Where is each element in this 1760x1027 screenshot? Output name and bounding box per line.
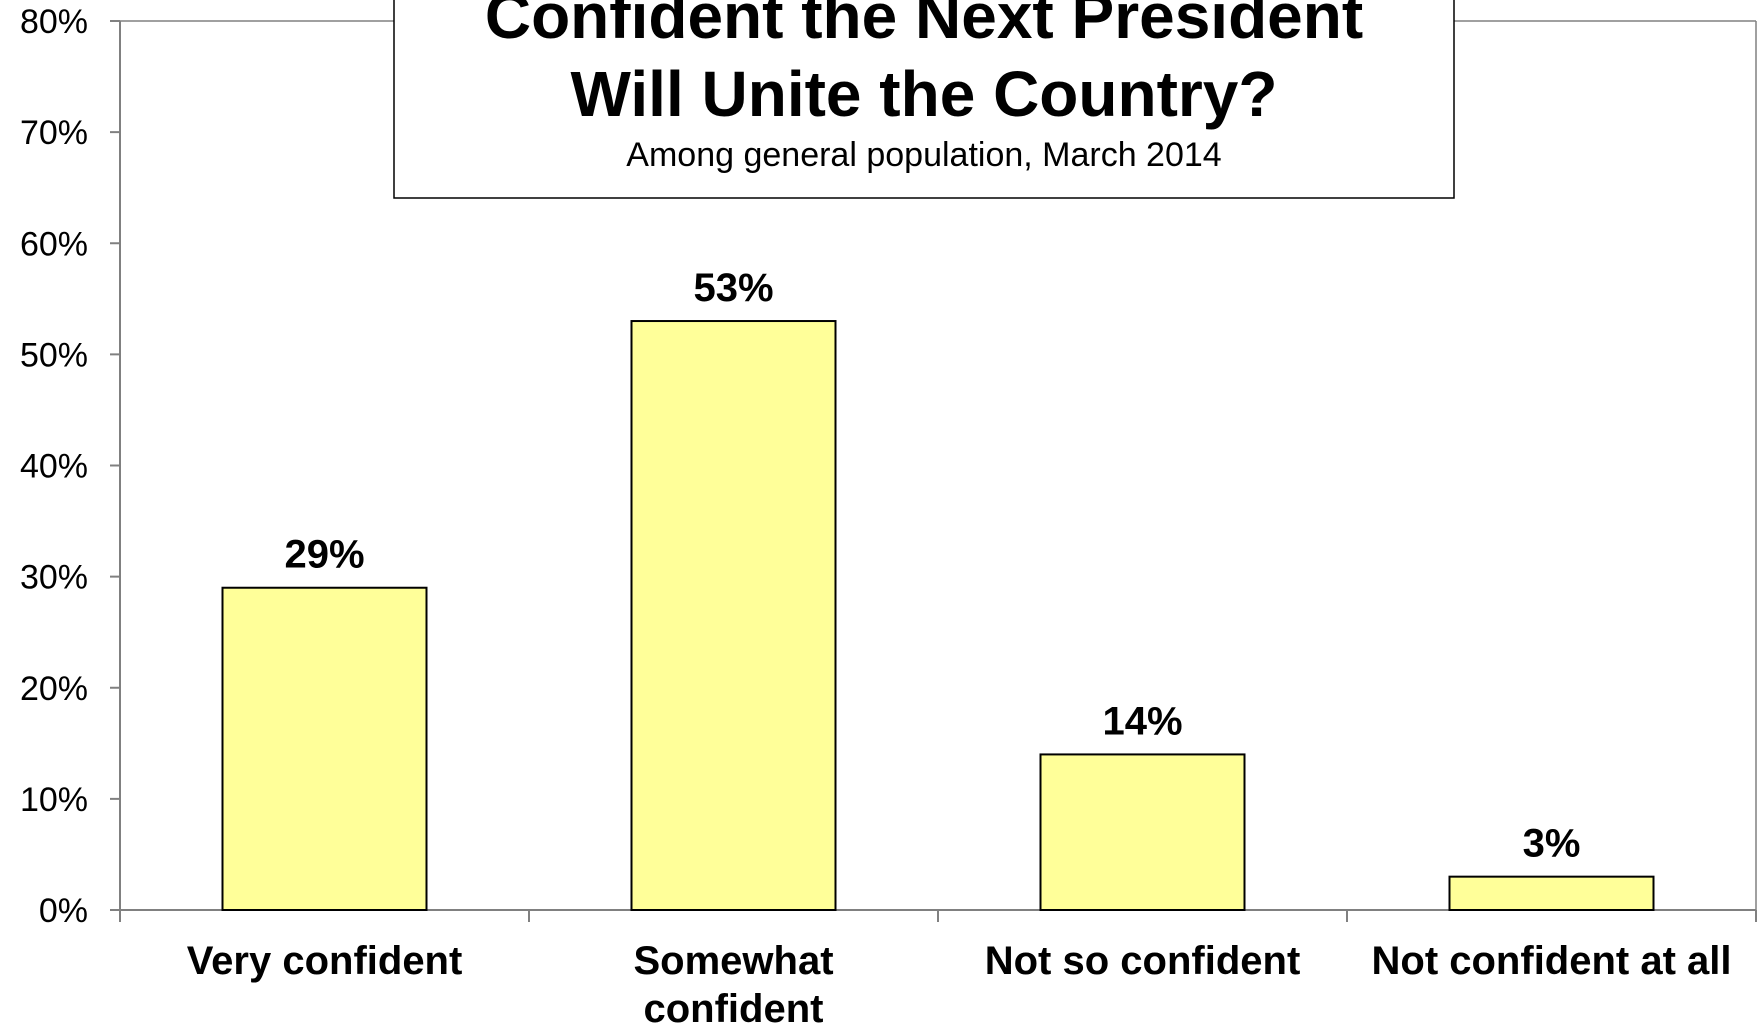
data-labels: 29% 53% 14% 3% [284,266,1580,866]
bar [630,320,837,912]
x-category-label: Not so confident [985,939,1301,983]
y-tick-label: 60% [20,225,88,263]
title-box-frame [393,0,1455,199]
x-category-label: Not confident at all [1372,939,1732,983]
bar-value-label: 14% [1102,699,1182,743]
y-tick-label: 10% [20,781,88,819]
bar [221,586,428,911]
title-box: Confident the Next President Will Unite … [393,0,1455,199]
chart-subtitle: Among general population, March 2014 [626,136,1221,174]
bar-value-label: 3% [1523,822,1581,866]
bar-value-label: 53% [693,266,773,310]
x-category-label: Very confident [187,939,463,983]
y-tick-label: 0% [39,892,88,930]
y-tick-label: 80% [20,3,88,41]
x-category-label: confident [644,987,824,1027]
bar [1448,875,1655,911]
chart-title-line-1: Confident the Next President [485,0,1363,52]
y-tick-label: 30% [20,559,88,597]
axes: 0% 10% 20% 30% 40% 50% 60% 70% 80% Very confident… [20,3,1757,1027]
y-tick-label: 20% [20,670,88,708]
bars [221,320,1655,912]
y-tick-label: 50% [20,336,88,374]
bar-value-label: 29% [284,533,364,577]
y-tick-label: 70% [20,114,88,152]
chart-title-line-2: Will Unite the Country? [571,58,1278,130]
x-category-label: Somewhat [633,939,833,983]
y-tick-label: 40% [20,448,88,486]
bar [1039,753,1246,911]
